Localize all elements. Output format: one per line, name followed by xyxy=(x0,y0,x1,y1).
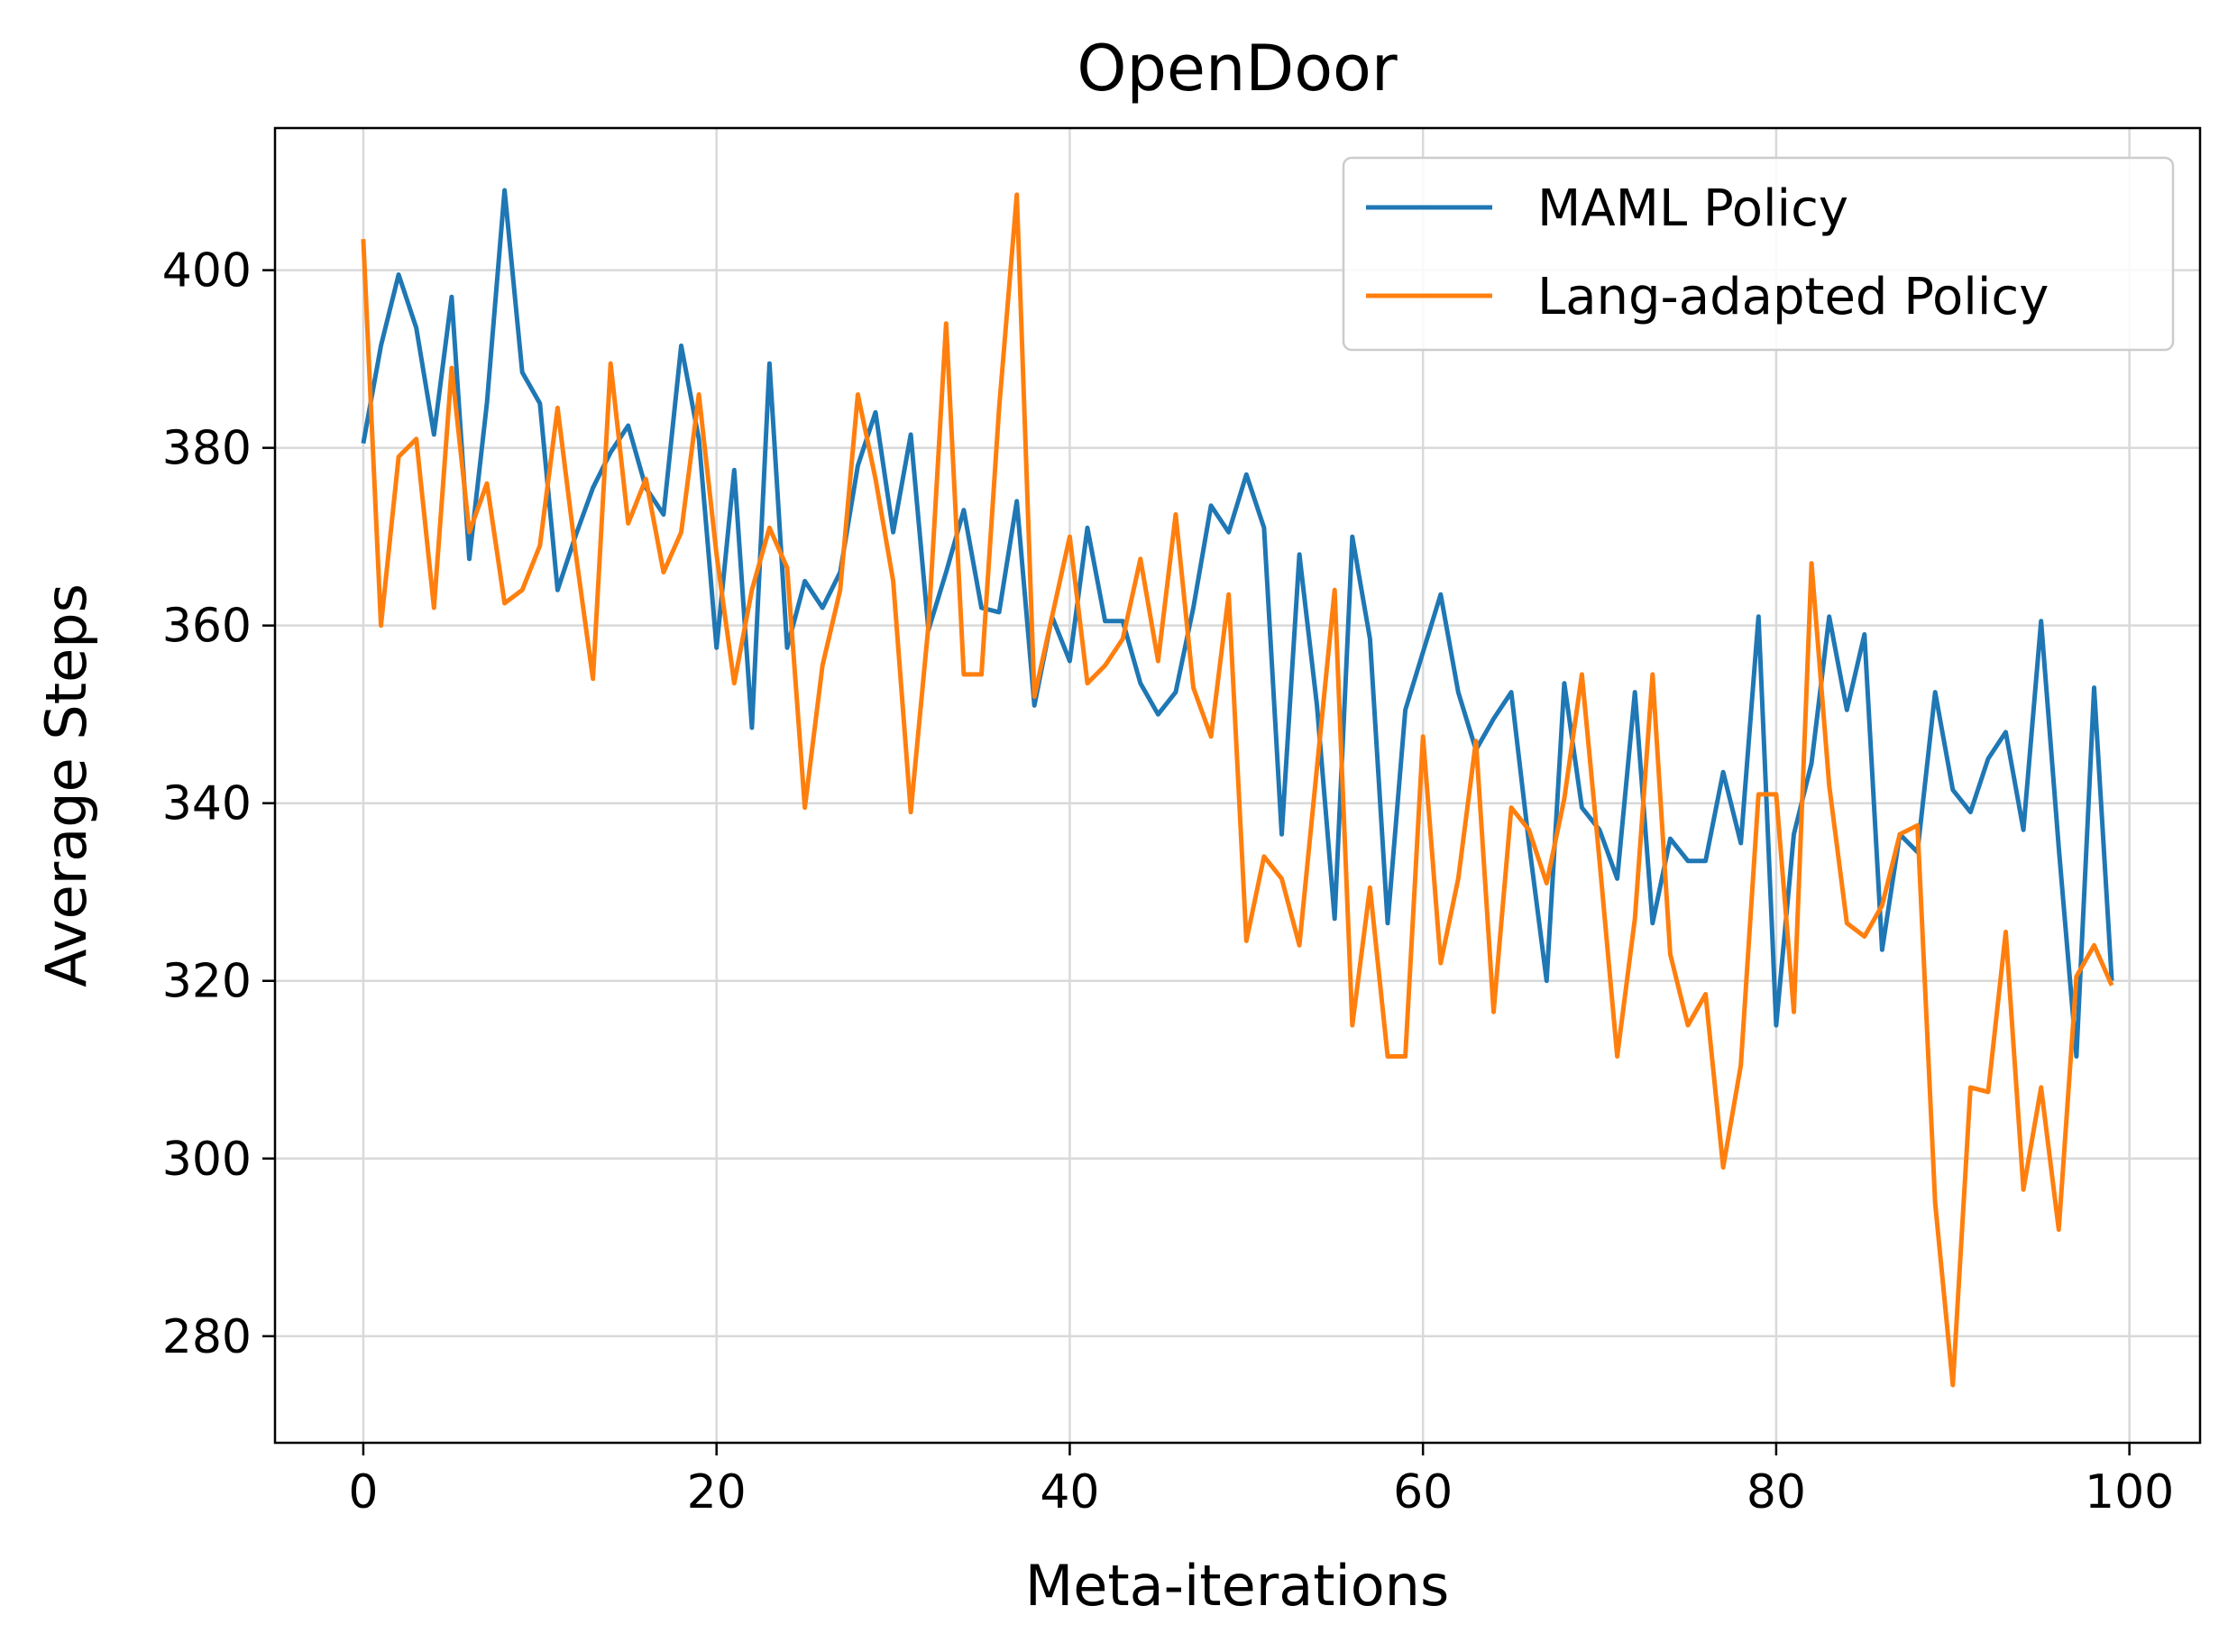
lang-adapted-policy-line xyxy=(361,192,2114,1388)
x-tick-label: 80 xyxy=(1747,1465,1806,1519)
x-tick-label: 100 xyxy=(2085,1465,2174,1519)
y-tick-label: 300 xyxy=(162,1133,252,1187)
plot-frame xyxy=(273,126,2202,1445)
x-axis-label: Meta-iterations xyxy=(1025,1553,1450,1619)
legend-label-lang-adapted: Lang-adapted Policy xyxy=(1537,268,2049,326)
y-tick-label: 320 xyxy=(162,955,252,1009)
y-axis-label: Average Steps xyxy=(33,583,99,987)
y-tick-label: 280 xyxy=(162,1310,252,1364)
y-tick-label: 340 xyxy=(162,777,252,831)
y-tick-label: 360 xyxy=(162,600,252,654)
y-tick-label: 400 xyxy=(162,244,252,298)
y-tick-label: 380 xyxy=(162,422,252,476)
series-layer xyxy=(361,188,2114,1388)
x-tick-label: 40 xyxy=(1040,1465,1099,1519)
tick-layer: 0 20 40 60 80 100 280 300 320 340 360 380 400 xyxy=(162,244,2175,1519)
x-tick-label: 0 xyxy=(348,1465,378,1519)
chart-title: OpenDoor xyxy=(1077,32,1398,106)
legend: MAML Policy Lang-adapted Policy xyxy=(1342,156,2175,352)
x-tick-label: 20 xyxy=(687,1465,747,1519)
legend-box xyxy=(1342,156,2175,352)
legend-label-maml: MAML Policy xyxy=(1537,179,1848,238)
x-tick-label: 60 xyxy=(1393,1465,1453,1519)
